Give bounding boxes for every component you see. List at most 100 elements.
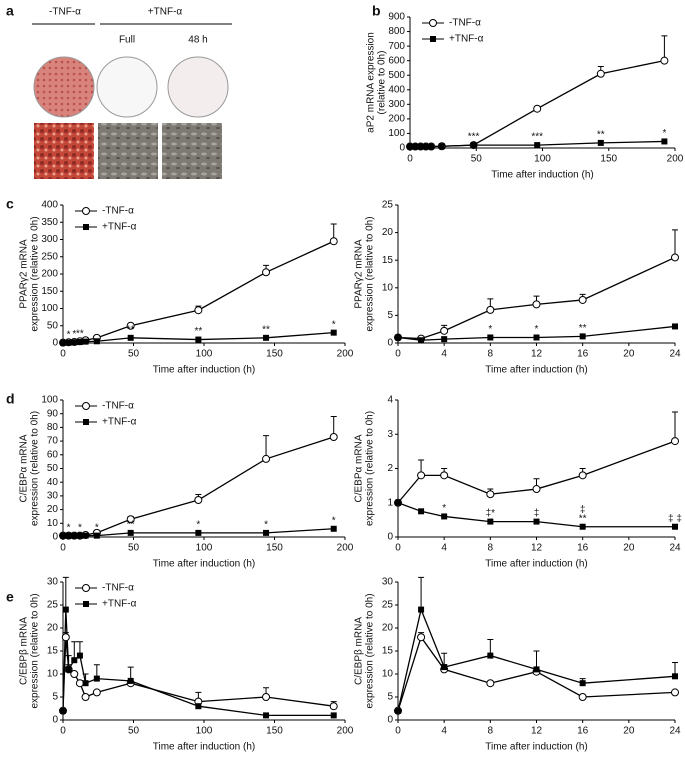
- error-bar: [661, 35, 668, 61]
- x-tick-label: 50: [128, 543, 140, 554]
- micrograph: [34, 123, 94, 179]
- marker: [470, 142, 477, 149]
- y-axis-label: expression (relative to 0h): [30, 216, 41, 331]
- y-axis-label: aP2 mRNA expression: [366, 32, 377, 133]
- y-tick-label: 250: [41, 251, 58, 262]
- x-tick-label: 20: [623, 349, 635, 360]
- marker: [71, 339, 78, 346]
- annotation: *: [67, 329, 71, 340]
- marker: [579, 680, 586, 687]
- y-tick-label: 5: [52, 692, 58, 703]
- y-axis-label: expression (relative to 0h): [365, 411, 376, 526]
- header: +TNF-α: [148, 7, 183, 18]
- annotation: *: [488, 324, 492, 335]
- y-tick-label: 70: [47, 436, 59, 447]
- legend-marker: [83, 419, 89, 425]
- marker: [532, 485, 541, 494]
- annotation: **: [579, 323, 587, 334]
- marker: [195, 703, 202, 710]
- marker: [65, 532, 72, 539]
- marker: [428, 143, 435, 150]
- y-axis-label: PPARγ2 mRNA: [354, 239, 365, 309]
- marker: [62, 606, 69, 613]
- y-tick-label: 15: [47, 646, 59, 657]
- y-tick-label: 20: [47, 623, 59, 634]
- marker: [262, 268, 271, 277]
- legend-label: +TNF-α: [102, 599, 137, 610]
- x-tick-label: 0: [60, 349, 66, 360]
- y-tick-label: 10: [382, 282, 394, 293]
- y-tick-label: 700: [388, 41, 405, 52]
- y-tick-label: 0: [387, 338, 393, 349]
- legend-marker: [82, 402, 90, 410]
- x-tick-label: 16: [577, 349, 589, 360]
- y-tick-label: 30: [47, 577, 59, 588]
- y-tick-label: 50: [47, 320, 59, 331]
- marker: [127, 529, 134, 536]
- x-axis-label: Time after induction (h): [485, 742, 587, 753]
- marker: [487, 652, 494, 659]
- x-tick-label: 16: [577, 726, 589, 737]
- annotation: **: [579, 513, 587, 524]
- error-bar: [418, 576, 425, 610]
- y-tick-label: 30: [382, 577, 394, 588]
- annotation: ‡*: [486, 508, 496, 519]
- dish: [33, 56, 95, 118]
- y-tick-label: 0: [52, 532, 58, 543]
- y-tick-label: 0: [387, 715, 393, 726]
- marker: [532, 300, 541, 309]
- annotation: *: [332, 319, 336, 330]
- annotation: *: [95, 522, 99, 533]
- x-axis-label: Time after induction (h): [485, 559, 587, 570]
- x-axis-label: Time after induction (h): [153, 365, 255, 376]
- marker: [70, 670, 79, 678]
- marker: [660, 56, 669, 65]
- annotation: **: [76, 329, 84, 340]
- marker: [92, 688, 101, 697]
- x-tick-label: 100: [534, 154, 551, 165]
- y-tick-label: 50: [47, 463, 59, 474]
- y-axis-label: PPARγ2 mRNA: [19, 239, 30, 309]
- y-tick-label: 20: [382, 227, 394, 238]
- x-tick-label: 24: [669, 726, 681, 737]
- y-tick-label: 100: [388, 128, 405, 139]
- marker: [417, 143, 424, 150]
- legend-marker: [82, 207, 90, 215]
- x-tick-label: 12: [531, 726, 543, 737]
- y-tick-label: 25: [382, 600, 394, 611]
- x-tick-label: 8: [488, 543, 494, 554]
- legend-marker: [82, 584, 90, 592]
- annotation: ***: [468, 132, 480, 143]
- marker: [330, 525, 337, 532]
- marker: [395, 707, 401, 714]
- error-bar: [672, 411, 678, 442]
- marker: [597, 139, 604, 146]
- marker: [533, 666, 540, 673]
- x-tick-label: 0: [395, 349, 401, 360]
- x-tick-label: 50: [128, 726, 140, 737]
- marker: [194, 306, 203, 315]
- subheader: 48 h: [188, 35, 207, 46]
- y-tick-label: 900: [388, 12, 405, 23]
- marker: [93, 675, 100, 682]
- dish: [167, 56, 229, 118]
- y-axis-label: expression (relative to 0h): [365, 216, 376, 331]
- x-tick-label: 20: [623, 543, 635, 554]
- legend-label: -TNF-α: [102, 583, 134, 594]
- y-tick-label: 40: [47, 477, 59, 488]
- error-bar: [533, 650, 540, 670]
- y-tick-label: 20: [47, 504, 59, 515]
- legend-label: -TNF-α: [449, 18, 481, 29]
- marker: [65, 666, 72, 673]
- marker: [417, 633, 426, 642]
- panel-label: e: [6, 589, 14, 605]
- marker: [412, 143, 419, 150]
- marker: [417, 471, 426, 480]
- marker: [441, 664, 448, 671]
- y-tick-label: 500: [388, 70, 405, 81]
- marker: [671, 437, 679, 446]
- marker: [82, 680, 89, 687]
- x-tick-label: 150: [266, 349, 283, 360]
- marker: [671, 688, 679, 697]
- marker: [578, 295, 587, 304]
